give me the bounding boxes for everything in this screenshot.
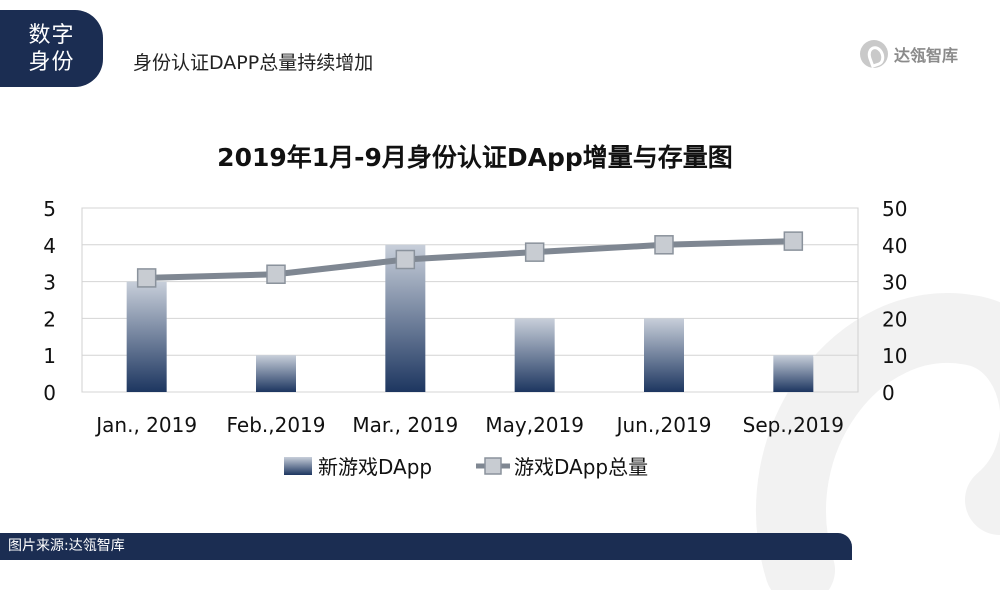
- image-source: 图片来源:达瓴智库: [8, 538, 125, 554]
- y-left-tick-label: 3: [43, 271, 56, 295]
- footer-bar: [0, 533, 852, 560]
- chart-legend: 新游戏DApp 游戏DApp总量: [284, 455, 648, 479]
- y-left-tick-label: 2: [43, 307, 56, 331]
- brand-logo: 达瓴智库: [859, 40, 958, 68]
- legend-line-marker: [484, 457, 502, 475]
- y-right-tick-label: 0: [882, 381, 895, 405]
- x-tick-label: Mar., 2019: [352, 413, 458, 437]
- line-point: [266, 264, 286, 284]
- x-tick-label: Sep.,2019: [743, 413, 844, 437]
- line-point: [524, 242, 545, 262]
- line-point: [783, 231, 804, 251]
- chart-title: 2019年1月-9月身份认证DApp增量与存量图: [217, 143, 733, 172]
- logo-text: 达瓴智库: [893, 46, 958, 65]
- legend-bar-swatch: [284, 457, 312, 475]
- x-tick-label: May,2019: [485, 413, 584, 437]
- bar: [385, 244, 426, 392]
- bar: [256, 355, 296, 392]
- section-tag: 数字 身份: [0, 10, 103, 87]
- line-point: [654, 235, 674, 255]
- y-right-tick-label: 20: [882, 307, 907, 331]
- bar: [126, 281, 167, 392]
- line-point: [395, 249, 416, 270]
- total-line: [146, 238, 794, 281]
- logo-icon: [859, 40, 888, 68]
- bar: [514, 318, 555, 392]
- y-right-tick-label: 40: [882, 234, 907, 258]
- x-tick-label: Feb.,2019: [226, 413, 325, 437]
- legend-bar-label: 新游戏DApp: [318, 455, 432, 479]
- legend-line-label: 游戏DApp总量: [514, 455, 648, 479]
- line-point: [136, 268, 157, 288]
- bar: [773, 355, 814, 392]
- y-left-tick-label: 5: [43, 197, 56, 221]
- y-right-tick-label: 50: [882, 197, 907, 221]
- bar: [644, 318, 684, 392]
- page-heading: 身份认证DAPP总量持续增加: [133, 52, 374, 74]
- section-tag-label: 数字 身份: [28, 22, 75, 75]
- y-right-tick-label: 10: [882, 344, 907, 368]
- x-tick-label: Jan., 2019: [94, 413, 197, 437]
- combo-chart: 2019年1月-9月身份认证DApp增量与存量图 012345010203040…: [43, 143, 907, 479]
- y-left-tick-label: 0: [43, 381, 56, 405]
- y-left-tick-label: 4: [43, 234, 56, 258]
- background-swirl: [756, 293, 1000, 590]
- y-right-tick-label: 30: [882, 271, 907, 295]
- y-left-tick-label: 1: [43, 344, 56, 368]
- x-tick-label: Jun.,2019: [615, 413, 712, 437]
- plot-frame: [81, 207, 859, 393]
